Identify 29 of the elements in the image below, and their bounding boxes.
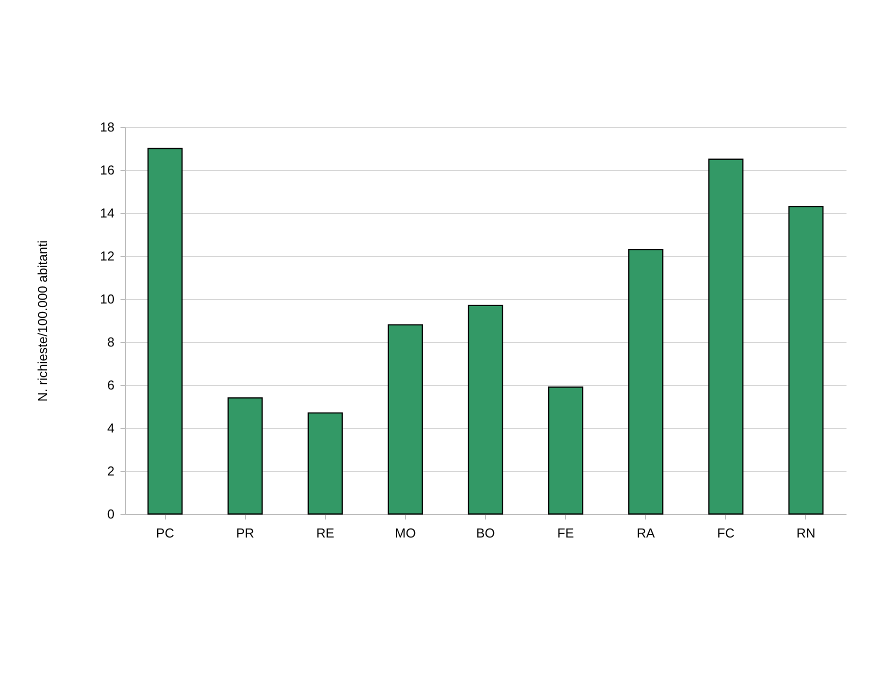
bar bbox=[228, 397, 263, 515]
y-axis-title: N. richieste/100.000 abitanti bbox=[35, 240, 50, 402]
bar bbox=[468, 304, 504, 515]
y-tick-label: 6 bbox=[107, 378, 114, 392]
x-tick-label: MO bbox=[394, 526, 416, 540]
y-tick-label: 16 bbox=[100, 162, 114, 178]
x-tick-label: BO bbox=[476, 526, 495, 540]
x-tick-label: PR bbox=[236, 526, 254, 540]
y-tick-label: 0 bbox=[107, 506, 114, 522]
y-tick-label: 4 bbox=[107, 420, 114, 436]
x-tick-label: RN bbox=[796, 526, 816, 540]
x-tick-label: FE bbox=[557, 526, 574, 540]
y-tick-label: 18 bbox=[100, 120, 114, 134]
bar bbox=[788, 206, 824, 515]
y-tick-label: 10 bbox=[100, 292, 114, 306]
bar bbox=[388, 324, 423, 515]
x-tick-label: PC bbox=[156, 526, 174, 540]
bar bbox=[308, 412, 343, 515]
bar bbox=[628, 248, 664, 515]
x-tick-label: RA bbox=[636, 526, 656, 540]
bar bbox=[147, 148, 183, 515]
bar bbox=[548, 386, 584, 515]
y-tick-label: 2 bbox=[107, 464, 114, 478]
x-tick-label: RE bbox=[316, 526, 335, 540]
y-tick-label: 8 bbox=[107, 334, 114, 350]
bar bbox=[708, 158, 744, 515]
x-tick-label: FC bbox=[717, 526, 735, 540]
y-tick-label: 14 bbox=[100, 206, 114, 220]
y-tick-label: 12 bbox=[100, 248, 114, 264]
